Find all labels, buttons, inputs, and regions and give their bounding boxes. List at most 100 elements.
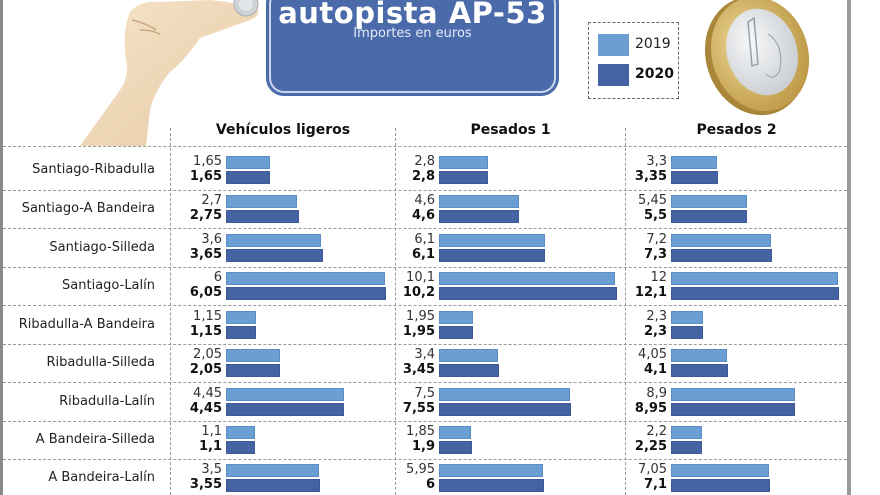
bar-2019 [226,388,344,401]
value-label-2020: 1,9 [411,439,435,454]
chart-title: autopista AP-53 [278,0,547,30]
row-divider [3,190,847,191]
row-label: A Bandeira-Lalín [48,470,155,485]
bar-2019 [439,272,615,285]
bar-2019 [671,156,717,169]
bar-2020 [671,210,747,223]
value-label-2019: 8,9 [646,386,667,401]
value-label-2019: 10,1 [406,270,435,285]
column-header-pesados-2: Pesados 2 [696,122,777,138]
bar-2019 [439,464,543,477]
bar-2019 [226,272,385,285]
value-label-2019: 3,5 [201,462,222,477]
value-label-2020: 7,3 [643,247,667,262]
value-label-2020: 12,1 [634,285,667,300]
column-header-pesados-1: Pesados 1 [470,122,551,138]
bar-2020 [671,479,770,492]
value-label-2019: 12 [650,270,667,285]
bar-2020 [439,326,473,339]
bar-2019 [671,464,769,477]
value-label-2019: 7,5 [414,386,435,401]
value-label-2020: 1,1 [198,439,222,454]
bar-2019 [439,388,570,401]
bar-2020 [226,441,255,454]
bar-2019 [439,349,498,362]
bar-2020 [439,287,617,300]
bar-2020 [671,171,718,184]
value-label-2020: 4,6 [411,208,435,223]
hand-holding-coin-illustration [80,0,259,146]
column-divider [395,128,396,495]
column-divider [170,128,171,495]
bar-2019 [671,349,727,362]
value-label-2020: 5,5 [643,208,667,223]
value-label-2019: 4,6 [414,193,435,208]
value-label-2020: 3,65 [189,247,222,262]
legend-label-2019: 2019 [635,36,671,52]
bar-2020 [226,249,323,262]
bar-2020 [439,479,544,492]
column-divider [625,128,626,495]
title-box: autopista AP-53 Importes en euros [266,0,559,96]
bar-2019 [671,272,838,285]
value-label-2020: 1,65 [189,169,222,184]
bar-2020 [226,479,320,492]
bar-2019 [226,311,256,324]
row-divider [3,344,847,345]
bar-2020 [226,326,256,339]
bar-2020 [439,249,545,262]
value-label-2020: 3,45 [402,362,435,377]
value-label-2019: 2,2 [646,424,667,439]
bar-2019 [226,464,319,477]
value-label-2019: 2,7 [201,193,222,208]
value-label-2019: 1,65 [193,154,222,169]
bar-2019 [671,426,702,439]
row-divider [3,459,847,460]
value-label-2019: 4,45 [193,386,222,401]
value-label-2019: 3,6 [201,232,222,247]
value-label-2020: 6,05 [189,285,222,300]
bar-2019 [226,426,255,439]
chart-subtitle: Importes en euros [353,26,472,41]
value-label-2019: 4,05 [638,347,667,362]
value-label-2019: 2,8 [414,154,435,169]
left-border [0,0,3,495]
value-label-2019: 1,85 [406,424,435,439]
row-divider [3,305,847,306]
value-label-2020: 2,75 [189,208,222,223]
value-label-2019: 3,3 [646,154,667,169]
row-divider [3,228,847,229]
row-label: Ribadulla-Silleda [46,355,155,370]
value-label-2020: 2,3 [643,324,667,339]
bar-2020 [671,364,728,377]
row-label: Santiago-Lalín [62,278,155,293]
bar-2020 [226,287,386,300]
bar-2019 [226,234,321,247]
row-label: Santiago-A Bandeira [21,201,155,216]
row-label: Ribadulla-Lalín [59,394,155,409]
value-label-2020: 3,55 [189,477,222,492]
bar-2019 [226,349,280,362]
bar-2020 [671,403,795,416]
value-label-2020: 1,95 [402,324,435,339]
bar-2019 [671,388,795,401]
value-label-2019: 7,2 [646,232,667,247]
right-border [847,0,851,495]
value-label-2019: 6 [213,270,222,285]
legend-label-2020: 2020 [635,66,674,82]
header-divider [3,146,847,147]
bar-2019 [671,311,703,324]
value-label-2020: 4,45 [189,401,222,416]
row-divider [3,267,847,268]
value-label-2019: 7,05 [638,462,667,477]
value-label-2019: 1,15 [193,309,222,324]
value-label-2019: 5,45 [638,193,667,208]
row-label: Santiago-Silleda [49,240,155,255]
bar-2019 [439,234,545,247]
bar-2020 [226,171,270,184]
value-label-2020: 7,55 [402,401,435,416]
bar-2019 [226,195,297,208]
bar-2020 [226,210,299,223]
value-label-2020: 7,1 [643,477,667,492]
bar-2020 [226,364,280,377]
